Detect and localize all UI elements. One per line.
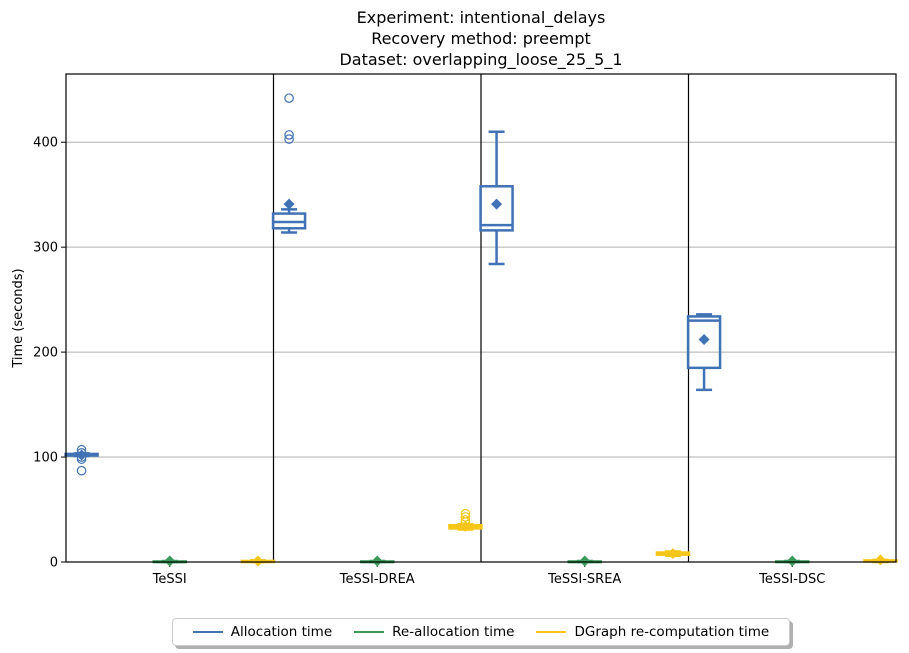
legend: Allocation time Re-allocation time DGrap… [172,618,790,646]
outlier-s0-c1-2 [284,134,294,144]
outlier-s0-c0-3 [76,454,87,464]
outlier-s0-c0-0 [76,444,87,455]
box-s0-c3 [686,315,722,370]
y-tick-label-200: 200 [33,346,58,361]
outlier-s0-c0-4 [76,465,87,476]
legend-item-reallocation: Re-allocation time [354,624,514,640]
x-tick-label-2: TeSSI-SREA [547,572,621,587]
mean-marker-s1-c0 [164,555,176,567]
chart-title-line-1: Experiment: intentional_delays [356,8,606,27]
mean-marker-s2-c0 [252,555,264,567]
mean-marker-s0-c1 [283,198,295,210]
outlier-s2-c1-1 [460,512,471,522]
mean-marker-s1-c3 [786,555,798,567]
chart-title-line-3: Dataset: overlapping_loose_25_5_1 [339,50,623,69]
box-s0-c2 [479,185,514,232]
x-tick-label-0: TeSSI [152,572,187,587]
outlier-s0-c0-1 [76,448,87,458]
chart-title-line-2: Recovery method: preempt [371,29,591,48]
y-tick-label-0: 0 [50,556,58,571]
legend-label-allocation: Allocation time [230,624,333,640]
y-tick-label-100: 100 [33,451,58,466]
mean-marker-s2-c3 [874,554,886,566]
y-tick-label-400: 400 [33,136,58,151]
y-axis-label: Time (seconds) [11,268,26,368]
mean-marker-s2-c2 [667,548,679,560]
legend-swatch-allocation [192,631,223,633]
outlier-s2-c1-3 [460,517,471,527]
x-tick-label-1: TeSSI-DREA [339,572,415,587]
mean-marker-s1-c1 [371,555,383,567]
legend-swatch-reallocation [354,631,385,633]
legend-item-dgraph: DGraph re-computation time [536,624,769,640]
mean-marker-s0-c3 [698,334,710,346]
mean-marker-s1-c2 [579,555,591,567]
legend-item-allocation: Allocation time [192,624,333,640]
outlier-s0-c1-1 [284,130,294,140]
mean-marker-s0-c2 [491,198,503,210]
plot-frame [65,73,897,563]
y-tick-label-300: 300 [33,241,58,256]
legend-swatch-dgraph [536,631,567,633]
outlier-s0-c1-0 [284,93,294,103]
legend-label-reallocation: Re-allocation time [392,624,515,640]
x-tick-label-3: TeSSI-DSC [758,572,825,587]
legend-label-dgraph: DGraph re-computation time [574,624,770,640]
